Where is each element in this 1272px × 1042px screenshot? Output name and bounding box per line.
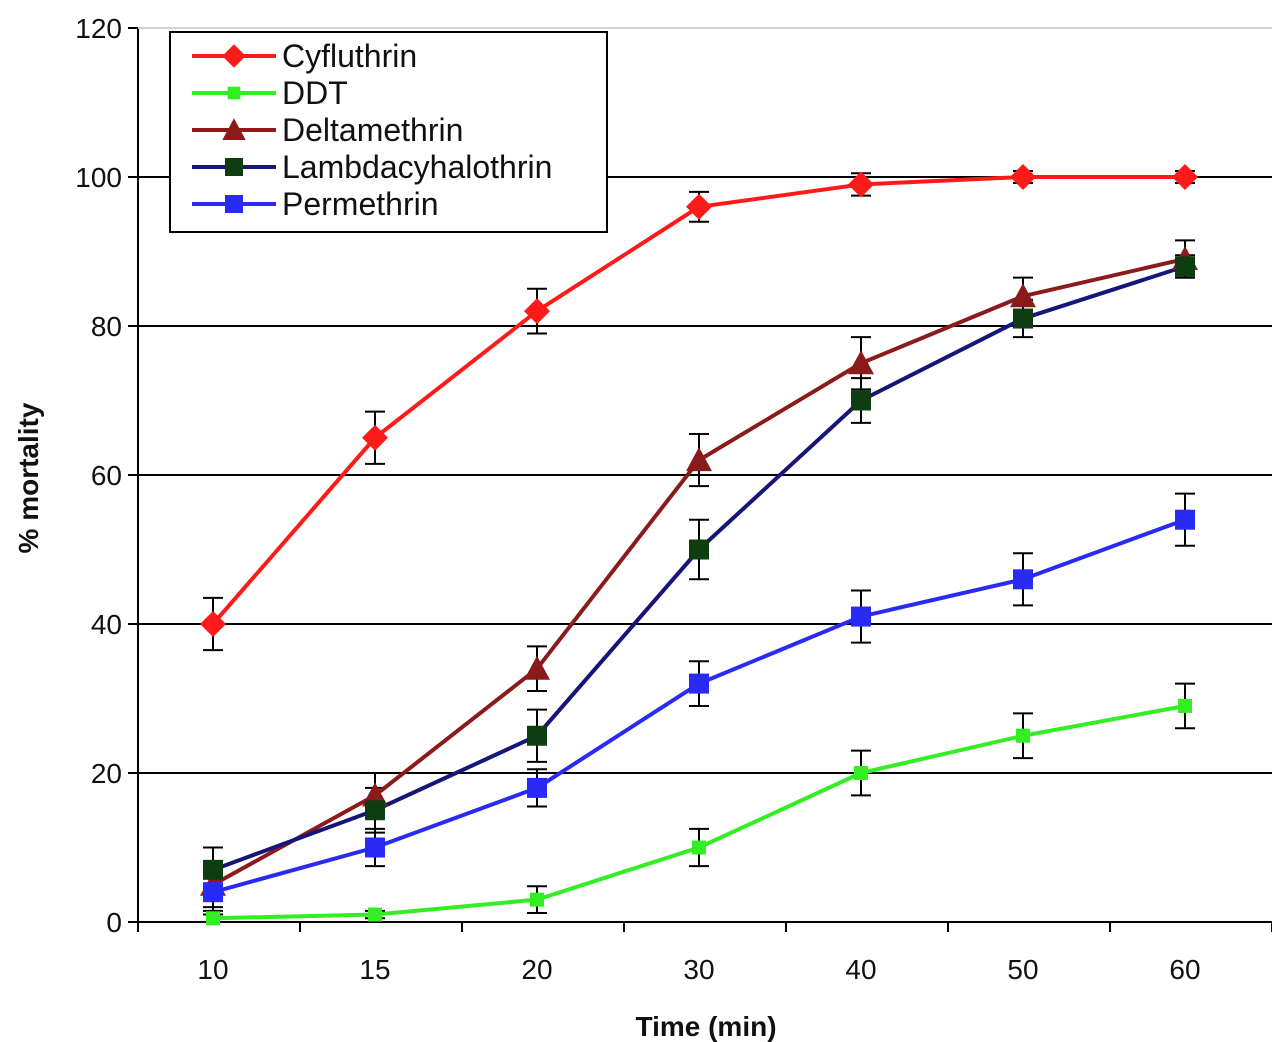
data-point-deltamethrin — [524, 655, 550, 680]
legend-item-cyfluthrin: Cyfluthrin — [192, 38, 417, 74]
legend-marker — [222, 44, 246, 68]
data-point-cyfluthrin — [362, 424, 388, 451]
x-tick-label: 15 — [359, 954, 390, 985]
y-tick-label: 120 — [75, 13, 122, 44]
y-tick-label: 60 — [91, 460, 122, 491]
legend-label: Cyfluthrin — [282, 38, 417, 74]
legend-marker — [227, 86, 241, 100]
x-axis-title: Time (min) — [635, 1011, 776, 1042]
data-point-lambdacyhalothrin — [851, 390, 871, 411]
x-tick-label: 50 — [1007, 954, 1038, 985]
data-point-deltamethrin — [686, 447, 712, 472]
x-tick-label: 60 — [1169, 954, 1200, 985]
data-point-cyfluthrin — [686, 193, 712, 220]
y-tick-label: 100 — [75, 162, 122, 193]
y-tick-label: 20 — [91, 758, 122, 789]
data-point-cyfluthrin — [848, 171, 874, 198]
data-point-lambdacyhalothrin — [365, 800, 385, 821]
legend-item-lambdacyhalothrin: Lambdacyhalothrin — [192, 149, 552, 185]
data-point-permethrin — [203, 882, 223, 903]
data-point-lambdacyhalothrin — [689, 539, 709, 560]
legend-marker — [225, 195, 243, 213]
data-point-cyfluthrin — [200, 611, 226, 637]
series-markers — [200, 164, 1198, 926]
axes: 0 20 40 60 80 100 120 10 15 20 30 40 50 60 — [75, 13, 1272, 985]
data-point-permethrin — [851, 606, 871, 627]
y-tick-label: 0 — [106, 907, 122, 938]
legend-item-deltamethrin: Deltamethrin — [192, 112, 463, 148]
legend-marker — [225, 158, 243, 176]
legend-item-ddt: DDT — [192, 75, 348, 111]
legend-label: DDT — [282, 75, 348, 111]
data-point-lambdacyhalothrin — [527, 725, 547, 746]
series-line-ddt — [212, 703, 1186, 921]
data-point-permethrin — [365, 837, 385, 858]
data-point-deltamethrin — [848, 350, 874, 375]
data-point-permethrin — [1175, 509, 1195, 530]
data-point-permethrin — [1013, 569, 1033, 590]
data-point-cyfluthrin — [1172, 164, 1198, 190]
legend: CyfluthrinDDTDeltamethrinLambdacyhalothr… — [169, 31, 608, 233]
data-point-deltamethrin — [1010, 283, 1036, 308]
data-point-ddt — [1178, 698, 1192, 713]
data-point-ddt — [1016, 728, 1030, 743]
legend-label: Permethrin — [282, 186, 439, 222]
data-point-permethrin — [527, 777, 547, 798]
legend-label: Deltamethrin — [282, 112, 463, 148]
data-point-ddt — [530, 892, 544, 907]
data-point-ddt — [854, 766, 868, 780]
y-tick-label: 40 — [91, 609, 122, 640]
y-tick-label: 80 — [91, 311, 122, 342]
data-point-cyfluthrin — [524, 298, 550, 325]
x-tick-label: 30 — [683, 954, 714, 985]
x-tick-label: 10 — [197, 954, 228, 985]
legend-marker — [222, 118, 246, 140]
data-point-ddt — [692, 840, 706, 855]
x-tick-label: 40 — [845, 954, 876, 985]
x-tick-label: 20 — [521, 954, 552, 985]
data-point-permethrin — [689, 673, 709, 694]
legend-item-permethrin: Permethrin — [192, 186, 439, 222]
legend-label: Lambdacyhalothrin — [282, 149, 552, 185]
y-axis-title: % mortality — [13, 402, 44, 553]
data-point-ddt — [206, 911, 220, 926]
data-point-lambdacyhalothrin — [203, 859, 223, 880]
data-point-cyfluthrin — [1010, 164, 1036, 190]
data-point-lambdacyhalothrin — [1175, 256, 1195, 277]
data-point-ddt — [368, 907, 382, 922]
data-point-lambdacyhalothrin — [1013, 308, 1033, 329]
